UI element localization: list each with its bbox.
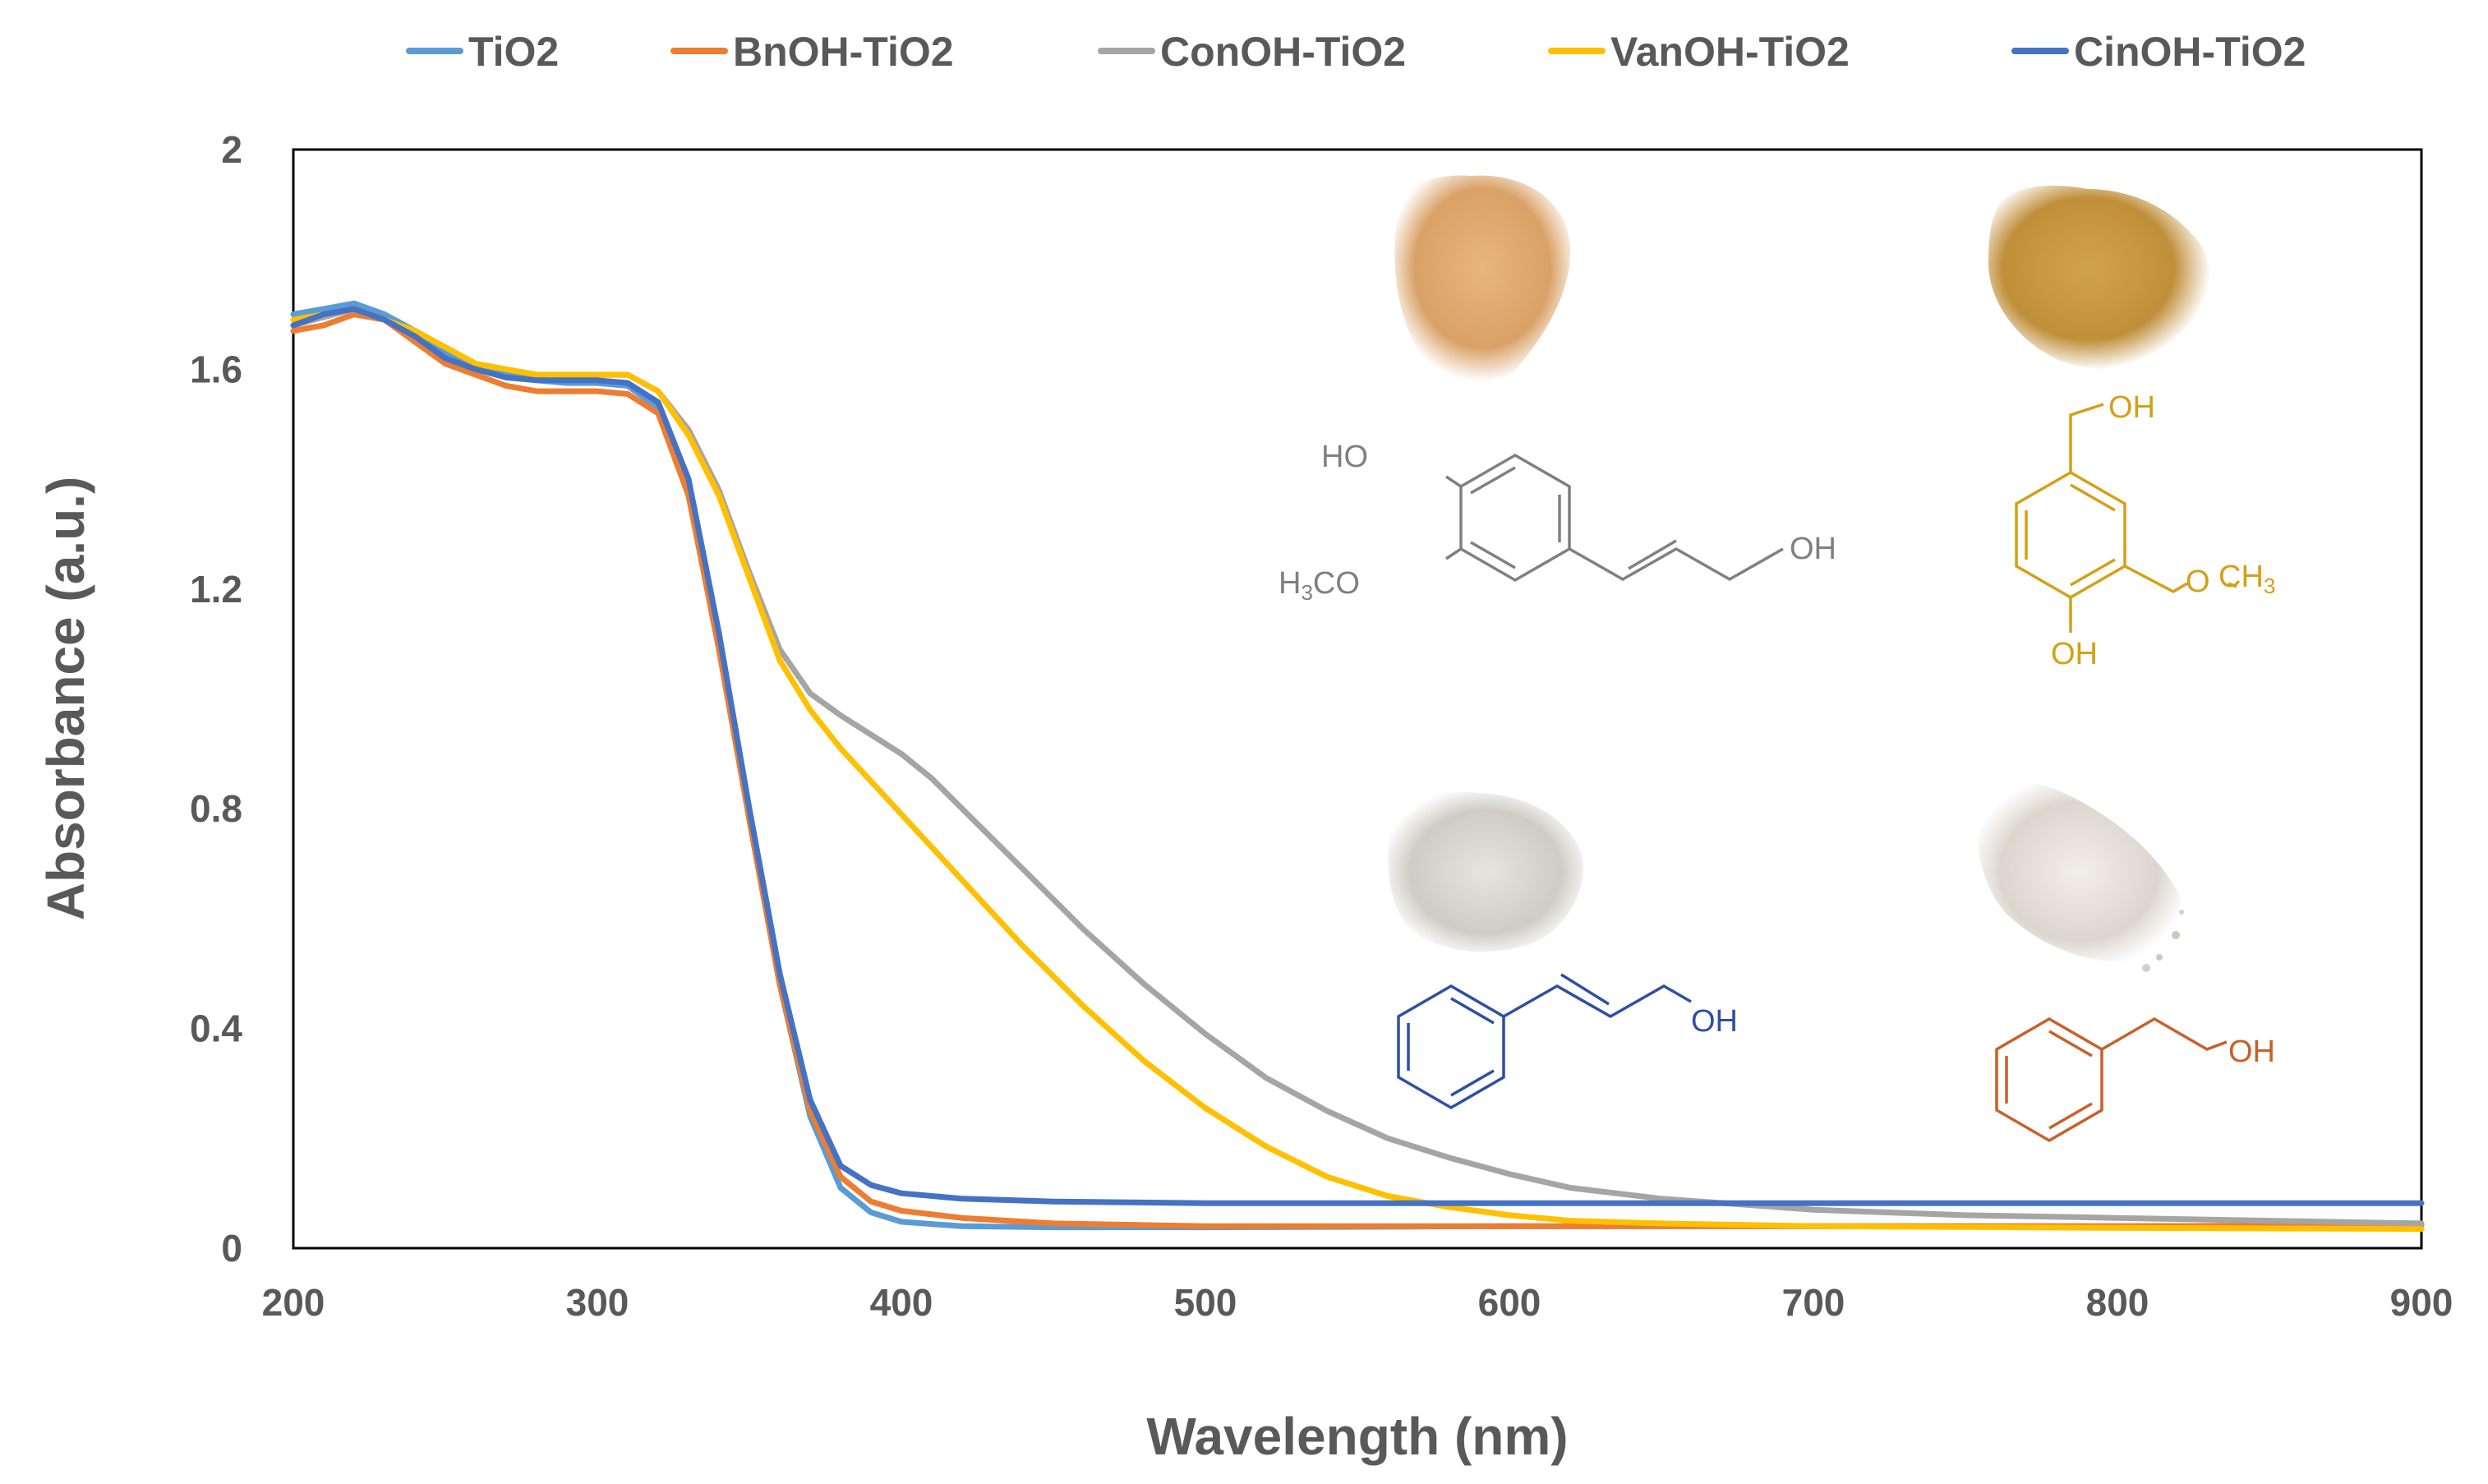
vanillyl-powder-photo [1988, 185, 2211, 371]
x-tick-label: 400 [870, 1281, 933, 1324]
x-axis-title: Wavelength (nm) [1146, 1407, 1568, 1466]
series-line-vanoh-tio2 [290, 306, 2425, 1233]
cinnamyl-oh-label: OH [1691, 1004, 1738, 1039]
vanillyl-o-label: O [2186, 565, 2210, 599]
legend: TiO2 BnOH-TiO2 ConOH-TiO2 VanOH-TiO2 CinOH-T… [406, 29, 2306, 75]
benzyl-alcohol-structure: OH [1995, 1016, 2275, 1143]
legend-label: BnOH-TiO2 [733, 29, 954, 75]
coniferyl-ho-label: HO [1321, 440, 1368, 474]
y-tick-label: 1.2 [190, 568, 242, 611]
x-tick-label: 900 [2390, 1281, 2453, 1324]
y-tick-label: 0 [221, 1227, 242, 1270]
vanillyl-ch3-label: CH3 [2218, 560, 2275, 598]
cinnamyl-alcohol-structure: OH [1397, 973, 1738, 1110]
coniferyl-alcohol-structure: HO H3CO OH [1279, 440, 1836, 605]
x-tick-label: 500 [1174, 1281, 1237, 1324]
x-tick-label: 300 [566, 1281, 629, 1324]
legend-label: VanOH-TiO2 [1610, 29, 1850, 75]
legend-item: CinOH-TiO2 [2011, 29, 2306, 75]
vanillyl-oh-bottom-label: OH [2051, 637, 2098, 671]
legend-label: ConOH-TiO2 [1160, 29, 1406, 75]
legend-label: TiO2 [468, 29, 559, 75]
legend-item: VanOH-TiO2 [1548, 29, 1850, 75]
plot-area [292, 148, 2423, 1250]
benzyl-powder-photo [1977, 781, 2184, 972]
legend-item: ConOH-TiO2 [1098, 29, 1406, 75]
series-lines [290, 300, 2425, 1233]
legend-item: TiO2 [406, 29, 559, 75]
x-tick-label: 700 [1782, 1281, 1845, 1324]
series-line-cinoh-tio2 [290, 306, 2425, 1206]
coniferyl-oh-label: OH [1790, 532, 1836, 566]
legend-item: BnOH-TiO2 [670, 29, 954, 75]
y-axis: 0 0.4 0.8 1.2 1.6 2 [190, 128, 242, 1270]
legend-label: CinOH-TiO2 [2074, 29, 2306, 75]
benzyl-oh-label: OH [2228, 1035, 2275, 1069]
coniferyl-h3co-label: H3CO [1279, 566, 1360, 605]
series-line-bnoh-tio2 [290, 311, 2425, 1229]
x-tick-label: 800 [2086, 1281, 2149, 1324]
x-axis: 200 300 400 500 600 700 800 900 [262, 1281, 2453, 1324]
coniferyl-powder-photo [1394, 175, 1571, 382]
y-tick-label: 0.4 [190, 1007, 242, 1050]
y-tick-label: 1.6 [190, 348, 242, 390]
vanillyl-alcohol-structure: OH O CH3 OH [2015, 390, 2275, 671]
cinnamyl-powder-photo [1388, 792, 1583, 952]
y-tick-label: 0.8 [190, 787, 242, 830]
y-tick-label: 2 [221, 128, 242, 171]
x-tick-label: 600 [1478, 1281, 1541, 1324]
vanillyl-oh-top-label: OH [2108, 390, 2155, 425]
x-tick-label: 200 [262, 1281, 325, 1324]
y-axis-title: Absorbance (a.u.) [36, 477, 95, 921]
